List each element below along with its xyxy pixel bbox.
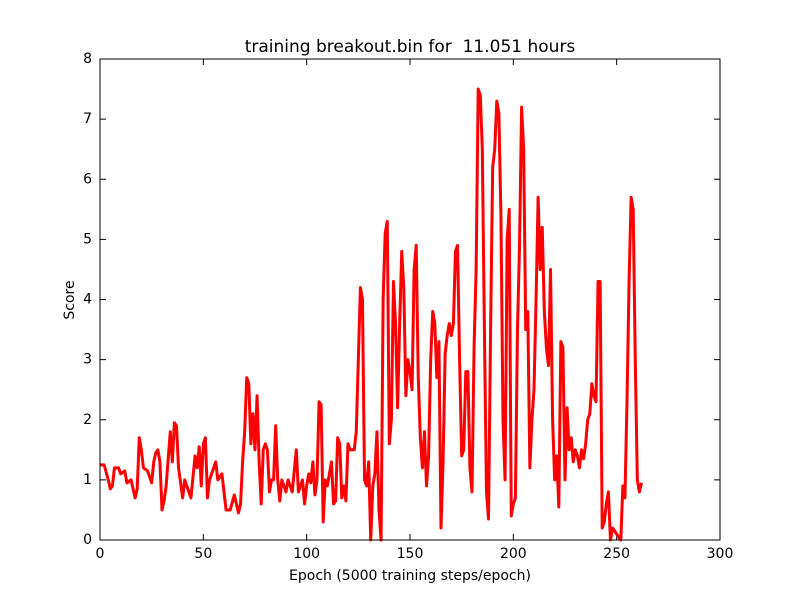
y-tick-label: 8 — [83, 51, 92, 67]
y-tick-label: 3 — [83, 352, 92, 368]
y-tick-label: 5 — [83, 231, 92, 247]
line-series — [100, 87, 643, 542]
y-tick-label: 0 — [83, 532, 92, 548]
y-tick-label: 1 — [83, 472, 92, 488]
x-tick-label: 0 — [96, 546, 105, 562]
x-axis-label: Epoch (5000 training steps/epoch) — [289, 568, 531, 584]
x-tick-label: 300 — [707, 546, 734, 562]
x-tick-label: 250 — [603, 546, 630, 562]
plot-frame — [99, 58, 721, 541]
y-axis-label: Score — [62, 280, 78, 319]
x-tick-label: 150 — [397, 546, 424, 562]
x-tick-label: 50 — [194, 546, 212, 562]
y-tick-label: 4 — [83, 292, 92, 308]
y-tick-label: 2 — [83, 412, 92, 428]
x-tick-label: 100 — [293, 546, 320, 562]
y-tick-label: 7 — [83, 111, 92, 127]
y-tick-label: 6 — [83, 171, 92, 187]
chart-title: training breakout.bin for 11.051 hours — [245, 37, 576, 57]
x-tick-label: 200 — [500, 546, 527, 562]
